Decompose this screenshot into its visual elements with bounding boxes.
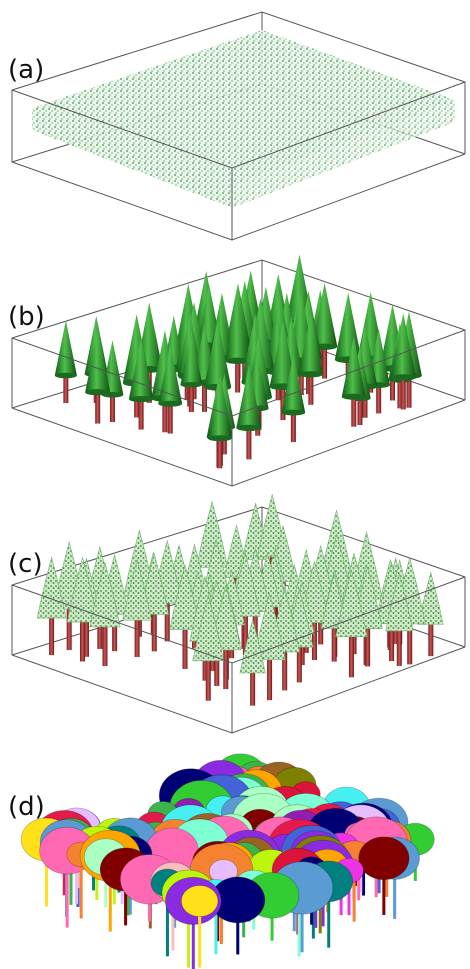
panel-label: (a) [8,55,44,85]
trunk [223,648,228,689]
panel-label: (d) [8,792,45,822]
trunk [206,659,211,701]
trunk [183,627,188,668]
trunk [102,625,107,666]
crown-base [282,410,306,416]
trunk [152,612,157,651]
crown-base [85,389,110,395]
trunk [49,616,54,655]
panel-b [12,254,465,486]
panel-a [12,12,465,240]
trunk [397,629,402,666]
trunk [135,618,140,657]
trunk [428,623,433,656]
crown-base [342,394,366,400]
crown-base [299,371,323,377]
trunk [80,620,85,662]
crown-segment [359,837,409,880]
crown-base [129,396,153,402]
crown [335,293,362,360]
crown-base [208,435,232,441]
crown-base [55,373,77,379]
crown-segment [181,886,218,917]
trunk [349,635,354,678]
crown-base [180,382,202,387]
trunk [267,658,272,701]
figure: (a) (b) (c) (d) [0,0,470,969]
crown [55,320,77,375]
panel-label: (b) [8,302,45,332]
crown-base [158,401,182,407]
crown-base [390,374,416,380]
crown-base [236,425,261,431]
trunk [332,627,337,662]
box-edge [12,400,465,486]
panel-d [21,754,434,969]
panel-c [12,495,465,733]
panel-label: (c) [8,549,43,579]
trunk [250,671,255,705]
page: (a) (b) (c) (d) (() => { const data = JS… [0,0,470,969]
